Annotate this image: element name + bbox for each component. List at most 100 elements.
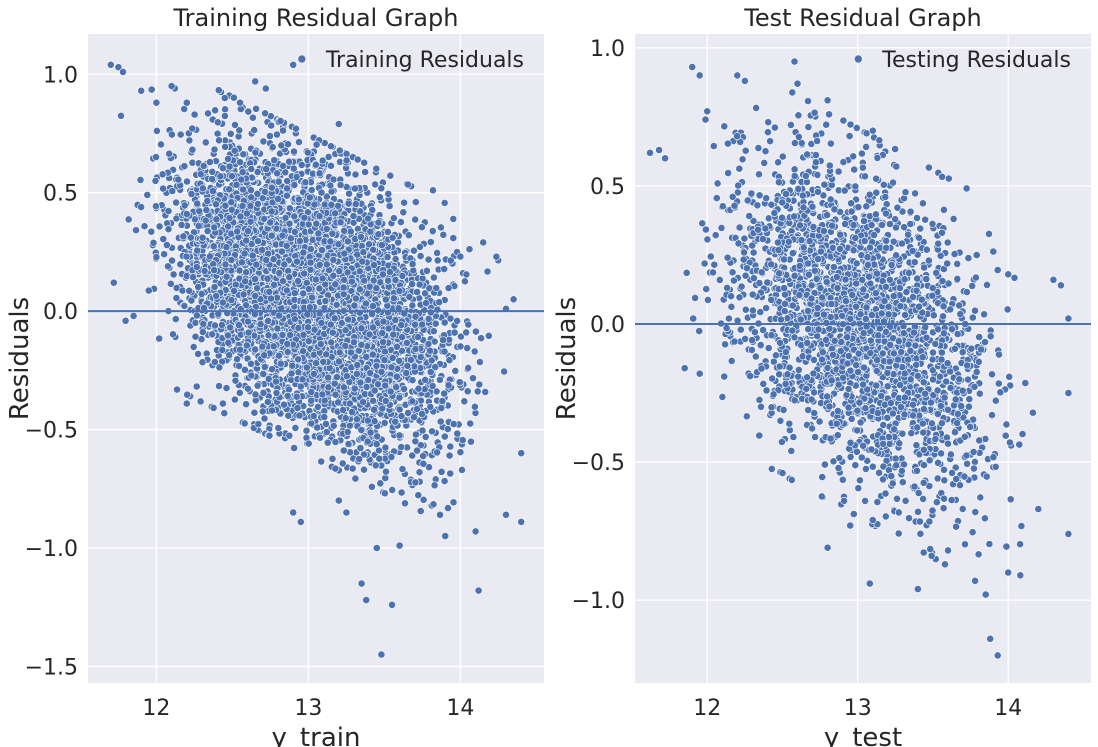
scatter-point (371, 180, 379, 189)
scatter-point (176, 130, 185, 139)
scatter-point (360, 465, 368, 474)
scatter-point (302, 426, 311, 435)
scatter-point (174, 175, 183, 184)
scatter-point (149, 238, 158, 247)
scatter-point (456, 342, 465, 351)
scatter-point (251, 390, 260, 399)
scatter-point (369, 396, 377, 405)
scatter-point (426, 368, 435, 376)
scatter-point (260, 362, 269, 371)
scatter-point (427, 356, 436, 365)
scatter-point (351, 474, 360, 483)
scatter-point (289, 164, 298, 173)
scatter-point (433, 256, 442, 265)
scatter-point (356, 444, 365, 452)
scatter-point (438, 397, 447, 405)
scatter-point (458, 436, 467, 444)
scatter-point (440, 477, 449, 485)
scatter-point (424, 339, 433, 348)
scatter-point (449, 214, 458, 223)
scatter-point (458, 465, 466, 474)
scatter-point (424, 255, 433, 264)
scatter-point (435, 298, 444, 307)
scatter-point (250, 408, 259, 417)
scatter-point (216, 172, 225, 181)
scatter-point (430, 481, 439, 490)
scatter-point (437, 467, 446, 476)
scatter-point (462, 270, 471, 279)
scatter-point (341, 414, 350, 423)
scatter-point (378, 270, 387, 279)
scatter-point (235, 388, 244, 397)
scatter-point (465, 245, 474, 254)
scatter-point (404, 231, 413, 240)
scatter-point (380, 489, 389, 498)
scatter-point (371, 461, 380, 470)
scatter-point (253, 168, 262, 176)
scatter-point (415, 468, 424, 477)
scatter-point (408, 301, 417, 310)
scatter-point (363, 437, 372, 446)
scatter-point (353, 155, 362, 164)
scatter-point (327, 161, 335, 170)
scatter-point (376, 479, 385, 488)
scatter-point (189, 342, 198, 351)
scatter-point (429, 273, 438, 282)
scatter-point (418, 426, 427, 435)
scatter-point (168, 187, 177, 195)
scatter-point (231, 376, 240, 385)
scatter-point (260, 414, 269, 423)
scatter-point (177, 220, 186, 229)
scatter-point (215, 136, 223, 145)
scatter-point (147, 85, 156, 94)
scatter-point (408, 280, 416, 288)
scatter-point (446, 469, 455, 478)
scatter-point (290, 147, 298, 156)
scatter-point (331, 390, 340, 399)
scatter-point (470, 347, 479, 356)
scatter-point (178, 286, 187, 295)
scatter-point (388, 485, 397, 494)
scatter-point (280, 400, 288, 409)
scatter-point (290, 444, 298, 452)
scatter-point (467, 437, 475, 446)
scatter-point (440, 432, 449, 441)
scatter-point (367, 482, 376, 491)
scatter-point (203, 227, 212, 235)
scatter-point (238, 168, 247, 177)
scatter-point (194, 349, 202, 358)
scatter-point (172, 198, 180, 207)
scatter-point (428, 427, 436, 436)
scatter-point (187, 190, 196, 198)
scatter-point (426, 402, 435, 411)
scatter-point (151, 176, 160, 185)
scatter-point (316, 433, 324, 442)
scatter-point (197, 289, 206, 298)
scatter-point (344, 440, 353, 448)
scatter-point (195, 206, 204, 215)
scatter-point (283, 184, 291, 193)
scatter-point (500, 367, 508, 376)
scatter-point (268, 365, 276, 374)
scatter-point (196, 397, 205, 406)
scatter-point (235, 266, 244, 275)
scatter-point (313, 423, 322, 432)
scatter-point (431, 319, 440, 328)
scatter-point (124, 215, 133, 224)
scatter-point (400, 384, 408, 393)
scatter-point (346, 227, 355, 236)
scatter-point (411, 215, 420, 224)
scatter-point (446, 442, 455, 451)
scatter-point (470, 402, 479, 411)
scatter-point (437, 404, 446, 412)
scatter-point (383, 227, 392, 236)
scatter-point (169, 330, 177, 339)
scatter-point (449, 498, 458, 507)
scatter-point (307, 388, 316, 396)
scatter-point (242, 400, 250, 409)
scatter-point (417, 223, 426, 232)
scatter-point (137, 203, 145, 211)
scatter-point (179, 232, 188, 241)
scatter-point (322, 419, 330, 428)
